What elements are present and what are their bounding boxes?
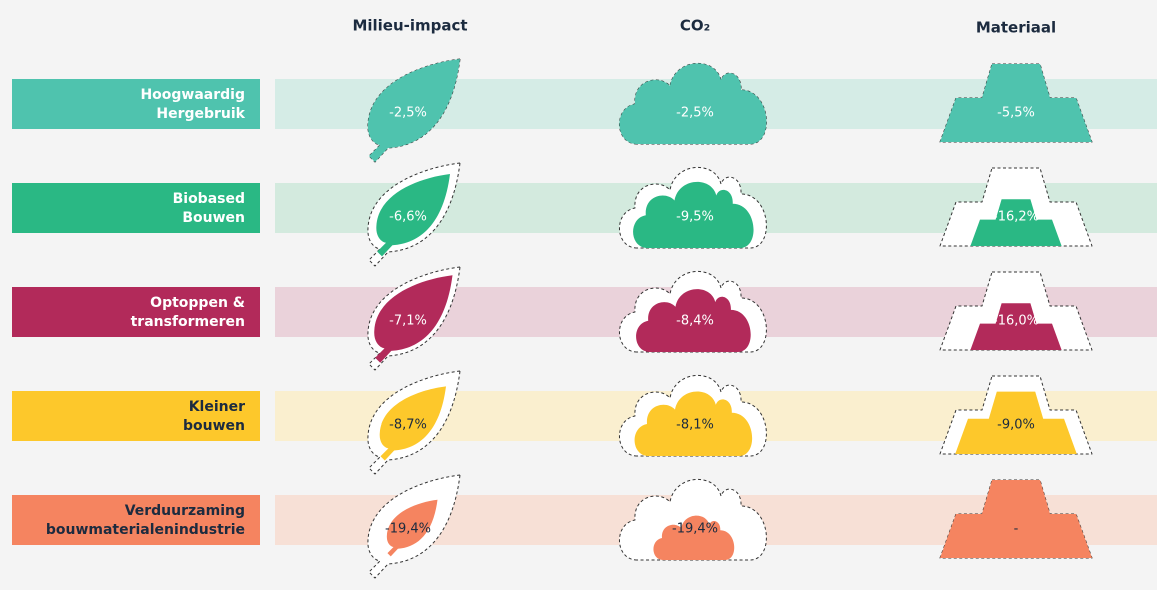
icon-fill: [940, 480, 1092, 558]
value-label: -16,2%: [993, 210, 1039, 225]
row-label-box: [12, 495, 260, 545]
icon-fill: [376, 174, 450, 257]
icon-fill: [636, 289, 751, 352]
value-label: -19,4%: [672, 522, 718, 537]
value-label: -9,0%: [997, 418, 1035, 433]
column-header: Milieu-impact: [352, 17, 467, 35]
row-label-box: [12, 79, 260, 129]
row-label: Optoppen &: [150, 295, 245, 311]
icon-fill: [970, 199, 1062, 246]
row-label: Verduurzaming: [125, 503, 245, 519]
value-label: -7,1%: [389, 314, 427, 329]
value-label: -8,4%: [676, 314, 714, 329]
column-header: CO₂: [680, 17, 710, 35]
row-label-box: [12, 183, 260, 233]
value-label: -9,5%: [676, 210, 714, 225]
value-label: -19,4%: [385, 522, 431, 537]
row-label: Bouwen: [182, 210, 245, 226]
column-header: Materiaal: [976, 19, 1056, 37]
value-label: -8,1%: [676, 418, 714, 433]
row-label: Kleiner: [189, 399, 245, 415]
icon-fill: [379, 386, 446, 461]
icon-fill: [634, 391, 753, 456]
value-label: -16,0%: [993, 314, 1039, 329]
icon-fill: [386, 499, 438, 557]
row-label: bouwmaterialenindustrie: [46, 522, 245, 538]
icon-fill: [653, 515, 735, 560]
icon-fill: [374, 275, 453, 363]
value-label: -5,5%: [997, 106, 1035, 121]
value-label: -6,6%: [389, 210, 427, 225]
row-label: Biobased: [173, 191, 245, 207]
value-label: -: [1014, 522, 1019, 537]
value-label: -8,7%: [389, 418, 427, 433]
icon-fill: [633, 181, 754, 248]
icon-fill: [619, 63, 767, 145]
row-label: Hoogwaardig: [140, 87, 245, 103]
icon-fill: [955, 391, 1077, 454]
row-label-box: [12, 287, 260, 337]
icon-fill: [367, 59, 460, 162]
value-label: -2,5%: [389, 106, 427, 121]
row-label: Hergebruik: [156, 106, 245, 122]
icon-fill: [940, 64, 1092, 142]
value-label: -2,5%: [676, 106, 714, 121]
row-label-box: [12, 391, 260, 441]
row-label: transformeren: [131, 314, 245, 330]
row-label: bouwen: [183, 418, 245, 434]
icon-fill: [970, 303, 1062, 350]
